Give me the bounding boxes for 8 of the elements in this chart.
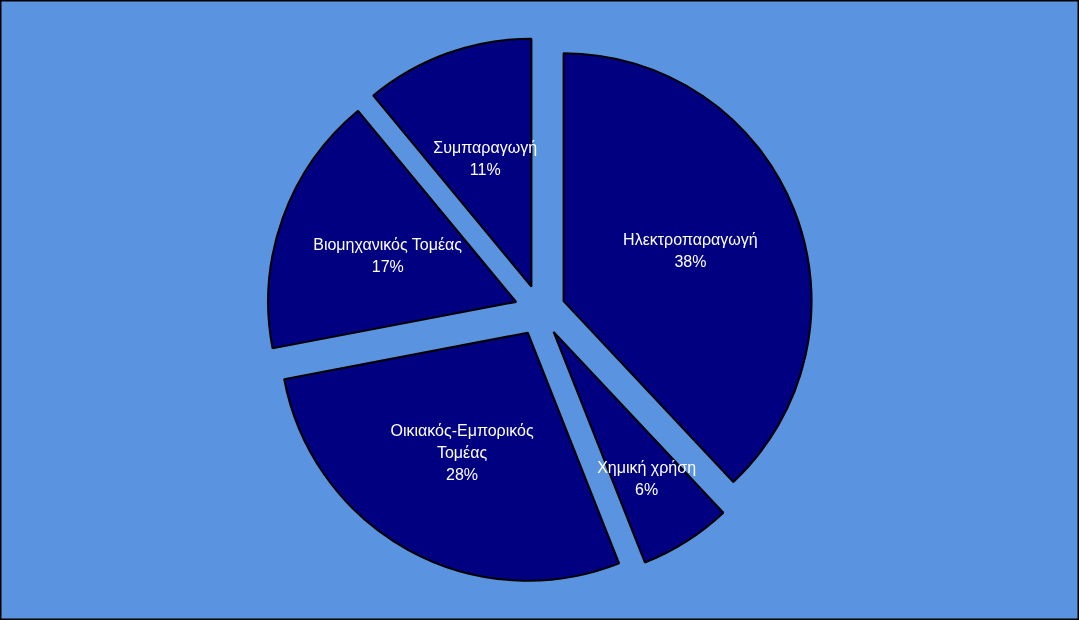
data-label: 38% xyxy=(674,253,707,271)
slice-label: Οικιακός-Εμπορικός Τομέας xyxy=(390,421,534,461)
slice-label: Βιομηχανικός Τομέας xyxy=(313,236,463,254)
data-label: 6% xyxy=(635,481,659,499)
data-label: 28% xyxy=(446,465,479,483)
data-label: 11% xyxy=(469,160,501,178)
slice-label: Ηλεκτροπαραγωγή xyxy=(623,231,758,249)
data-label: 17% xyxy=(371,258,404,276)
